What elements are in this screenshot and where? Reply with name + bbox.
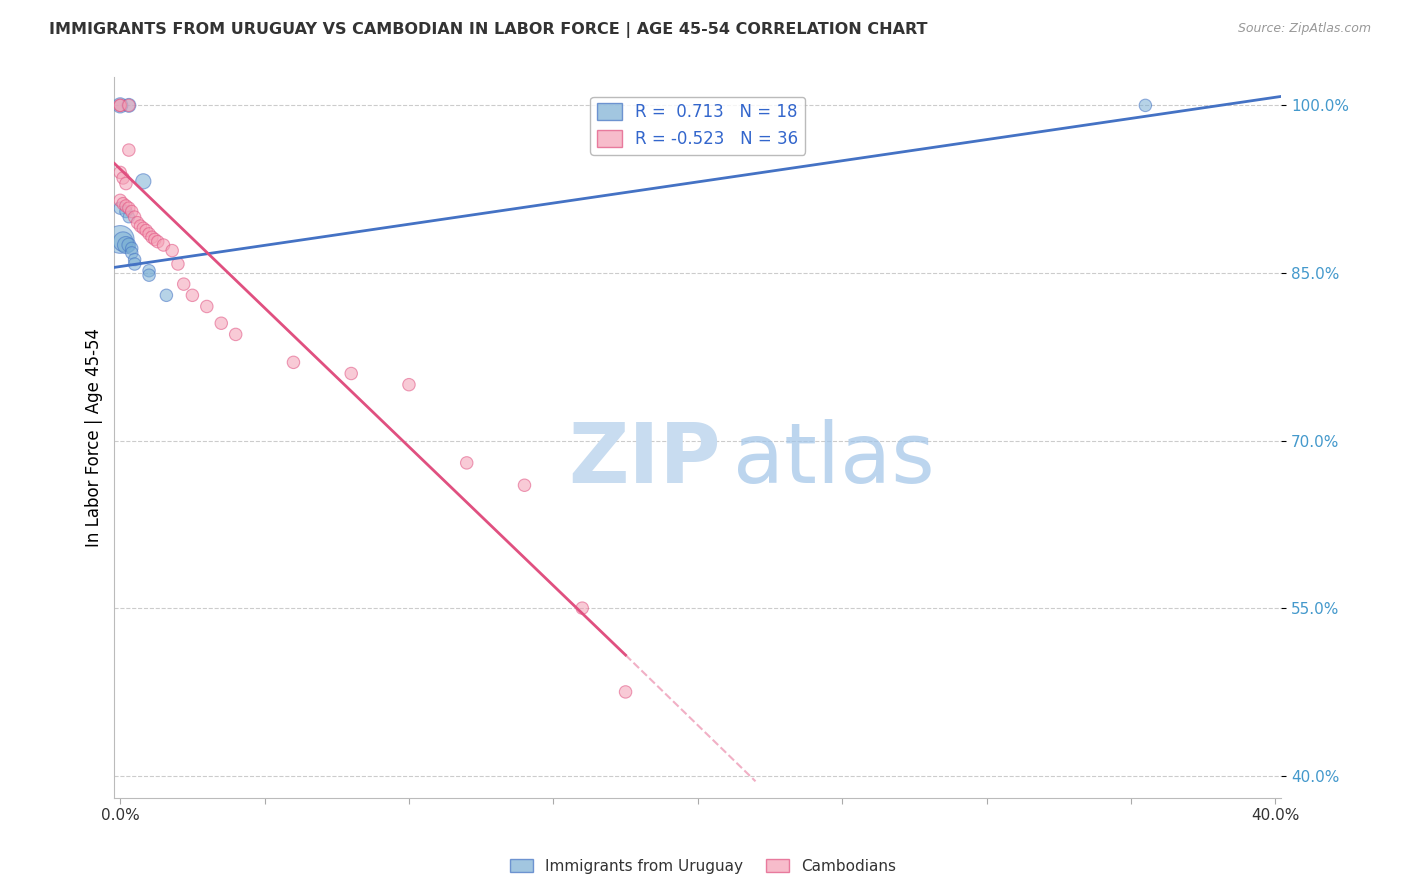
Point [513,478,536,492]
Point [138,227,160,241]
Point [118,238,141,252]
Point [108,98,131,112]
Point [121,204,143,219]
Point [571,601,593,615]
Point [141,230,163,244]
Point [115,238,138,252]
Point [138,268,160,283]
Point [132,221,155,235]
Point [181,288,204,302]
Point [118,210,141,224]
Point [108,165,131,179]
Point [456,456,478,470]
Point [112,235,135,249]
Legend: Immigrants from Uruguay, Cambodians: Immigrants from Uruguay, Cambodians [503,853,903,880]
Y-axis label: In Labor Force | Age 45-54: In Labor Force | Age 45-54 [86,328,103,548]
Point [127,216,149,230]
Legend: R =  0.713   N = 18, R = -0.523   N = 36: R = 0.713 N = 18, R = -0.523 N = 36 [591,96,806,154]
Point [108,201,131,215]
Point [124,210,146,224]
Point [173,277,195,292]
Point [209,316,232,330]
Point [340,367,363,381]
Point [152,238,174,252]
Point [143,232,166,246]
Point [118,98,141,112]
Text: atlas: atlas [733,419,935,500]
Point [108,98,131,112]
Point [132,174,155,188]
Point [108,232,131,246]
Point [115,204,138,219]
Point [112,171,135,186]
Point [115,177,138,191]
Point [1135,98,1157,112]
Point [118,201,141,215]
Point [155,288,177,302]
Point [225,327,247,342]
Point [283,355,305,369]
Point [195,300,218,314]
Point [121,241,143,255]
Point [167,257,190,271]
Point [118,143,141,157]
Point [108,98,131,112]
Point [146,235,169,249]
Point [129,219,152,233]
Point [398,377,420,392]
Text: Source: ZipAtlas.com: Source: ZipAtlas.com [1237,22,1371,36]
Point [121,245,143,260]
Point [124,257,146,271]
Point [118,98,141,112]
Point [108,194,131,208]
Point [160,244,183,258]
Point [614,685,637,699]
Point [112,196,135,211]
Point [138,264,160,278]
Text: ZIP: ZIP [568,419,721,500]
Point [124,252,146,267]
Text: IMMIGRANTS FROM URUGUAY VS CAMBODIAN IN LABOR FORCE | AGE 45-54 CORRELATION CHAR: IMMIGRANTS FROM URUGUAY VS CAMBODIAN IN … [49,22,928,38]
Point [135,223,157,237]
Point [115,199,138,213]
